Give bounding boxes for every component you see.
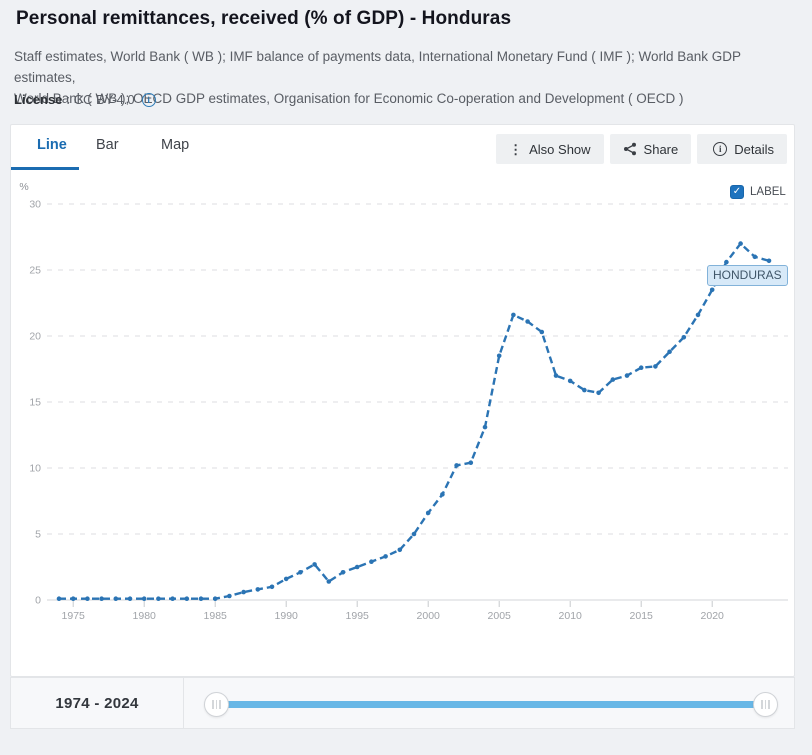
tab-line[interactable]: Line (37, 137, 67, 153)
also-show-button[interactable]: ⋮ Also Show (496, 134, 604, 164)
svg-text:2015: 2015 (630, 610, 654, 622)
page-title: Personal remittances, received (% of GDP… (16, 8, 512, 29)
source-line-2: World Bank ( WB ); OECD GDP estimates, O… (14, 91, 684, 106)
view-tabs: Line Bar Map (11, 125, 794, 170)
active-tab-indicator (11, 167, 79, 170)
svg-text:1975: 1975 (62, 610, 86, 622)
svg-text:1995: 1995 (346, 610, 370, 622)
chart-panel: Line Bar Map ⋮ Also Show Share i Details… (10, 124, 795, 677)
svg-text:30: 30 (29, 199, 41, 211)
also-show-label: Also Show (529, 141, 591, 157)
license-row: License : CC BY-4.0 i (14, 92, 156, 107)
svg-text:0: 0 (35, 595, 41, 607)
tab-map[interactable]: Map (161, 137, 190, 153)
label-toggle-text: LABEL (750, 186, 786, 198)
details-button[interactable]: i Details (697, 134, 787, 164)
svg-text:20: 20 (29, 331, 41, 343)
share-icon (623, 142, 636, 156)
slider-handle-left[interactable] (204, 692, 229, 717)
svg-text:2010: 2010 (559, 610, 583, 622)
year-range-slider-section: 1974 - 2024 (10, 677, 795, 729)
svg-text:15: 15 (29, 397, 41, 409)
tab-bar[interactable]: Bar (96, 137, 119, 153)
svg-text:%: % (19, 181, 28, 193)
source-attribution: Staff estimates, World Bank ( WB ); IMF … (14, 46, 800, 109)
year-range-label: 1974 - 2024 (11, 678, 184, 728)
svg-text:2020: 2020 (701, 610, 725, 622)
license-label: License (14, 92, 63, 107)
svg-text:10: 10 (29, 463, 41, 475)
vertical-ellipsis-icon: ⋮ (509, 141, 523, 157)
slider-handle-right[interactable] (753, 692, 778, 717)
label-toggle[interactable]: ✓ LABEL (730, 185, 786, 199)
svg-text:1980: 1980 (133, 610, 157, 622)
share-button[interactable]: Share (609, 134, 692, 164)
svg-text:2005: 2005 (488, 610, 512, 622)
svg-text:5: 5 (35, 529, 41, 541)
info-circle-icon: i (713, 142, 728, 156)
license-value: : CC BY-4.0 (66, 92, 135, 107)
chart-canvas[interactable]: 0 5 10 15 20 25 30% 1975 1980 1985 1990 1995 2000 200… (11, 171, 794, 636)
line-chart: 0 5 10 15 20 25 30% 1975 1980 1985 1990 1995 2000 200… (11, 171, 794, 636)
svg-text:25: 25 (29, 265, 41, 277)
checkbox-checked-icon[interactable]: ✓ (730, 185, 744, 199)
details-label: Details (734, 141, 774, 157)
svg-text:1985: 1985 (204, 610, 228, 622)
license-info-icon[interactable]: i (141, 92, 156, 107)
slider-track[interactable] (216, 701, 766, 708)
svg-text:1990: 1990 (275, 610, 299, 622)
share-label: Share (643, 141, 679, 157)
series-tag-honduras[interactable]: HONDURAS (707, 265, 788, 286)
toolbar-buttons: ⋮ Also Show Share i Details (496, 134, 787, 164)
svg-text:2000: 2000 (417, 610, 441, 622)
source-line-1: Staff estimates, World Bank ( WB ); IMF … (14, 49, 741, 85)
